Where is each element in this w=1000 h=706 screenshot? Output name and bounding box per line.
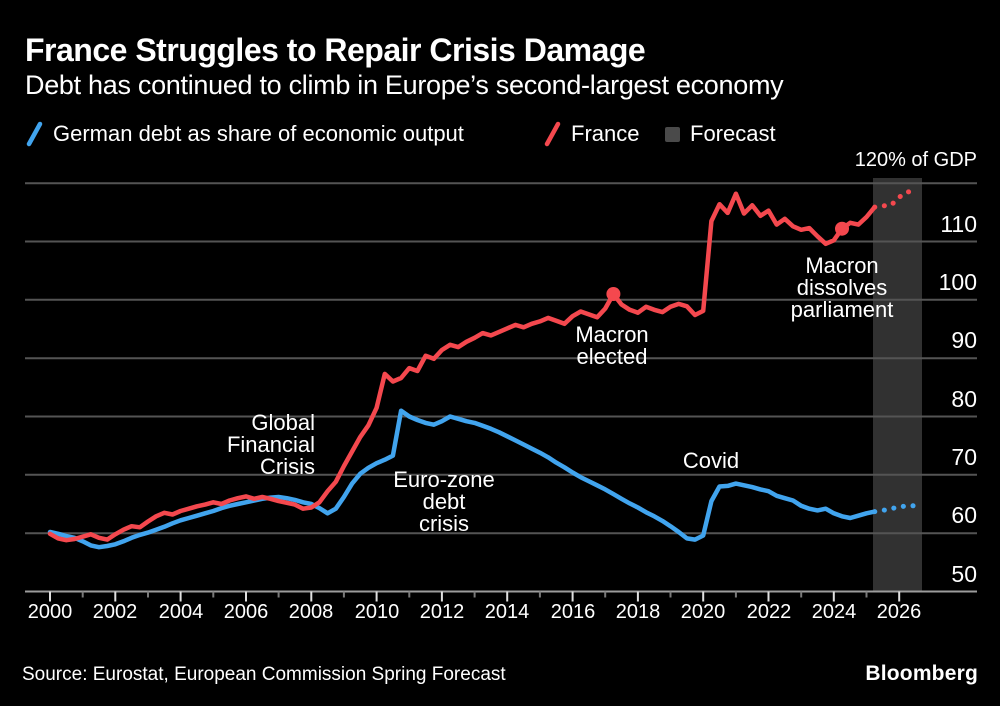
forecast-band xyxy=(873,178,922,592)
x-axis-label-2006: 2006 xyxy=(223,601,269,623)
page-subtitle: Debt has continued to climb in Europe’s … xyxy=(25,70,784,100)
annotation-global-financial-crisis: Global Financial Crisis xyxy=(226,410,315,479)
france-line xyxy=(47,191,877,543)
legend-label-forecast: Forecast xyxy=(690,121,776,146)
x-axis-label-2000: 2000 xyxy=(27,601,73,623)
legend-item-forecast: Forecast xyxy=(664,120,776,148)
y-axis-label-100: 100 xyxy=(938,269,977,295)
legend-label-germany: German debt as share of economic output xyxy=(53,121,464,146)
legend: German debt as share of economic output … xyxy=(0,120,1000,150)
x-axis-label-2008: 2008 xyxy=(288,601,334,623)
x-axis-label-2012: 2012 xyxy=(419,601,465,623)
y-axis-label-80: 80 xyxy=(951,386,977,412)
annotation-euro-zone-debt-crisis: Euro-zone debt crisis xyxy=(393,467,495,536)
y-axis-label-110: 110 xyxy=(940,211,977,237)
source-note: Source: Eurostat, European Commission Sp… xyxy=(22,664,506,685)
france-event-marker-2 xyxy=(835,221,849,236)
x-axis-label-2020: 2020 xyxy=(680,601,726,623)
x-axis-label-2014: 2014 xyxy=(484,601,530,623)
x-axis-label-2002: 2002 xyxy=(92,601,138,623)
x-axis-label-2022: 2022 xyxy=(746,601,792,623)
y-axis-label-90: 90 xyxy=(951,327,977,353)
y-axis-unit-label: 120% of GDP xyxy=(854,149,977,171)
x-axis-label-2018: 2018 xyxy=(615,601,661,623)
annotation-macron-elected: Macron elected xyxy=(575,322,649,369)
x-axis-label-2010: 2010 xyxy=(354,601,400,623)
germany-line-swatch xyxy=(26,121,43,147)
legend-item-france: France xyxy=(543,120,639,148)
x-axis-label-2026: 2026 xyxy=(876,601,922,623)
annotation-macron-dissolves-parliament: Macron dissolves parliament xyxy=(790,253,894,322)
bloomberg-logo: Bloomberg xyxy=(865,662,978,685)
x-axis-label-2024: 2024 xyxy=(811,601,857,623)
germany-forecast-line xyxy=(872,503,918,515)
france-forecast-line xyxy=(872,189,918,210)
france-event-marker-1 xyxy=(606,287,621,301)
annotation-covid: Covid xyxy=(682,448,740,473)
y-axis-label-70: 70 xyxy=(951,444,977,470)
y-axis-label-60: 60 xyxy=(951,502,977,528)
legend-label-france: France xyxy=(571,121,640,146)
x-axis-label-2016: 2016 xyxy=(550,601,596,623)
y-axis-label-50: 50 xyxy=(951,561,977,587)
france-line-swatch xyxy=(544,121,561,147)
germany-line xyxy=(47,408,877,550)
page-title: France Struggles to Repair Crisis Damage xyxy=(25,32,646,68)
legend-item-germany: German debt as share of economic output xyxy=(25,120,464,148)
forecast-swatch xyxy=(665,127,680,142)
x-axis-label-2004: 2004 xyxy=(158,601,204,623)
